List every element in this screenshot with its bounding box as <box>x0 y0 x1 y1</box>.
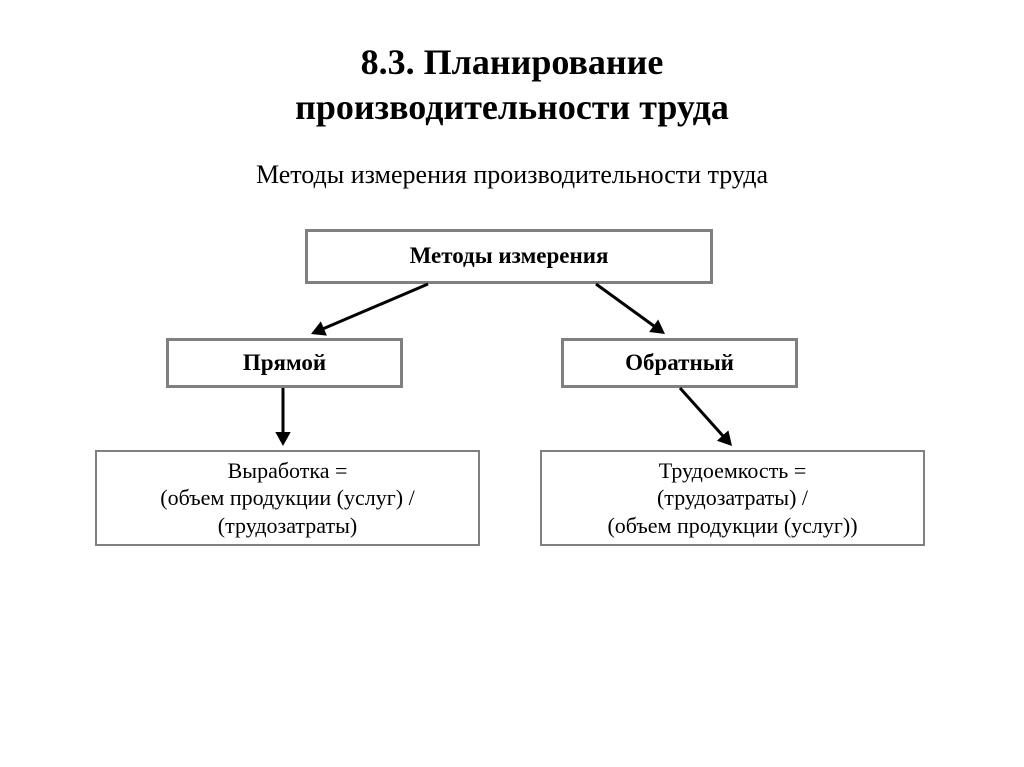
diagram-canvas: 8.3. Планирование производительности тру… <box>0 0 1024 767</box>
node-inverse: Обратный <box>561 338 798 388</box>
node-direct-label: Прямой <box>169 349 400 378</box>
node-direct: Прямой <box>166 338 403 388</box>
node-root-label: Методы измерения <box>308 242 710 271</box>
node-inverse-label: Обратный <box>564 349 795 378</box>
node-inverse-formula-label: Трудоемкость = (трудозатраты) / (объем п… <box>542 457 923 540</box>
node-inverse-formula: Трудоемкость = (трудозатраты) / (объем п… <box>540 450 925 546</box>
node-direct-formula: Выработка = (объем продукции (услуг) / (… <box>95 450 480 546</box>
node-direct-formula-label: Выработка = (объем продукции (услуг) / (… <box>97 457 478 540</box>
page-subtitle: Методы измерения производительности труд… <box>0 158 1024 192</box>
node-root: Методы измерения <box>305 229 713 284</box>
page-title: 8.3. Планирование производительности тру… <box>0 40 1024 130</box>
